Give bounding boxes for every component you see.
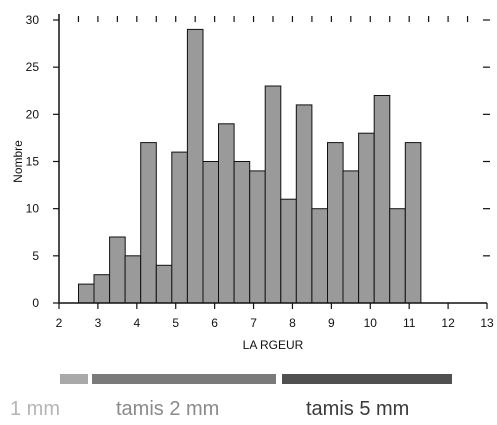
bar-1 (93, 274, 111, 304)
bar-13 (280, 198, 297, 304)
bar-8 (202, 161, 220, 304)
bar-14 (295, 104, 313, 304)
x-tick-label-7: 9 (328, 316, 335, 330)
scale-bar-2mm (92, 374, 276, 384)
y-tick-label-2: 10 (26, 202, 40, 216)
label-tamis-2mm: tamis 2 mm (116, 398, 220, 420)
x-tick-label-5: 7 (250, 316, 257, 330)
x-ticks-group: 2 3 4 5 6 7 8 9 10 11 12 13 (56, 303, 494, 330)
bar-18 (358, 132, 375, 304)
x-tick-label-8: 10 (364, 316, 378, 330)
y-axis-title: Nombre (11, 140, 25, 183)
scale-bar-5mm (282, 374, 452, 384)
bar-16 (327, 142, 344, 304)
x-tick-label-3: 5 (172, 316, 179, 330)
y-tick-label-4: 20 (26, 107, 40, 121)
bar-21 (404, 142, 422, 304)
bar-2 (109, 236, 126, 304)
bar-17 (342, 170, 360, 304)
top-ticks-group (77, 16, 469, 22)
bar-6 (171, 151, 188, 304)
x-tick-label-0: 2 (56, 316, 63, 330)
scale-bar-1mm (60, 374, 88, 384)
label-1mm: 1 mm (10, 398, 60, 420)
bar-11 (249, 170, 266, 304)
x-axis-title: LA RGEUR (243, 338, 304, 352)
y-tick-label-1: 5 (32, 249, 39, 263)
bar-7 (186, 28, 204, 304)
bar-5 (155, 264, 173, 304)
right-ticks-group (483, 19, 490, 257)
x-tick-label-9: 11 (403, 316, 416, 330)
y-tick-label-3: 15 (26, 155, 40, 169)
bar-4 (140, 142, 157, 304)
bars-group (78, 28, 422, 304)
x-tick-label-4: 6 (211, 316, 218, 330)
x-tick-label-2: 4 (133, 316, 140, 330)
bar-10 (233, 161, 251, 304)
x-tick-label-10: 12 (441, 316, 455, 330)
label-tamis-5mm: tamis 5 mm (306, 398, 410, 420)
x-tick-label-6: 8 (289, 316, 296, 330)
y-tick-label-6: 30 (26, 13, 40, 27)
y-tick-label-5: 25 (26, 60, 40, 74)
y-ticks-group: 0 5 10 15 20 25 30 (26, 13, 59, 310)
x-tick-label-1: 3 (95, 316, 102, 330)
bar-15 (311, 208, 328, 304)
bar-9 (218, 123, 235, 304)
bar-19 (373, 95, 391, 304)
bar-20 (389, 208, 406, 304)
bar-0 (78, 283, 95, 304)
bar-12 (264, 85, 282, 304)
histogram-chart: 2 3 4 5 6 7 8 9 10 11 12 13 0 5 10 15 20 25 30 LA RGEUR N… (11, 13, 494, 352)
y-tick-label-0: 0 (32, 296, 39, 310)
x-tick-label-11: 13 (480, 316, 494, 330)
bar-3 (124, 255, 142, 304)
